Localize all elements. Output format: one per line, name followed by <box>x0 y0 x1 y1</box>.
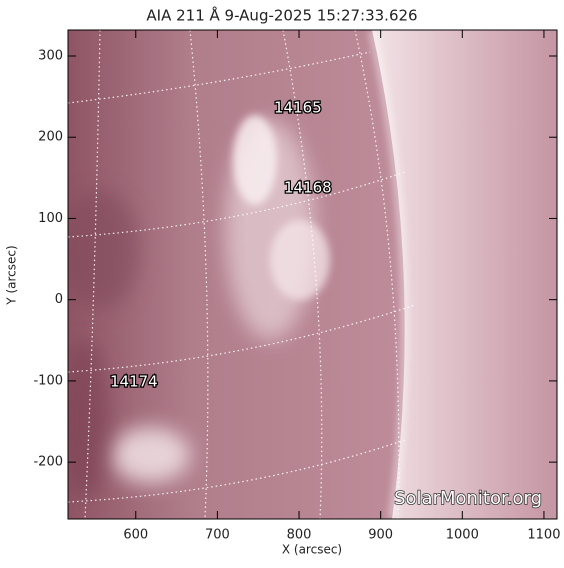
x-tick-label: 900 <box>368 528 393 543</box>
y-tick-label: -200 <box>33 455 63 470</box>
region-label: 14165 <box>274 99 322 117</box>
x-tick-label: 1000 <box>446 528 479 543</box>
x-tick-label: 700 <box>205 528 230 543</box>
chart-title: AIA 211 Å 9-Aug-2025 15:27:33.626 <box>146 6 417 25</box>
x-tick-label: 800 <box>287 528 312 543</box>
y-tick-label: 200 <box>38 130 63 145</box>
solar-image <box>68 30 557 519</box>
y-axis-label: Y (arcsec) <box>5 245 19 305</box>
y-tick-label: 100 <box>38 211 63 226</box>
y-tick-label: 0 <box>55 292 63 307</box>
x-axis-label: X (arcsec) <box>282 543 342 557</box>
plot-frame <box>67 29 558 520</box>
region-label: 14168 <box>284 179 332 197</box>
region-label: 14174 <box>110 373 158 391</box>
watermark: SolarMonitor.org <box>394 488 542 509</box>
x-tick-label: 1100 <box>527 528 560 543</box>
y-tick-label: 300 <box>38 48 63 63</box>
y-tick-label: -100 <box>33 373 63 388</box>
x-tick-label: 600 <box>123 528 148 543</box>
